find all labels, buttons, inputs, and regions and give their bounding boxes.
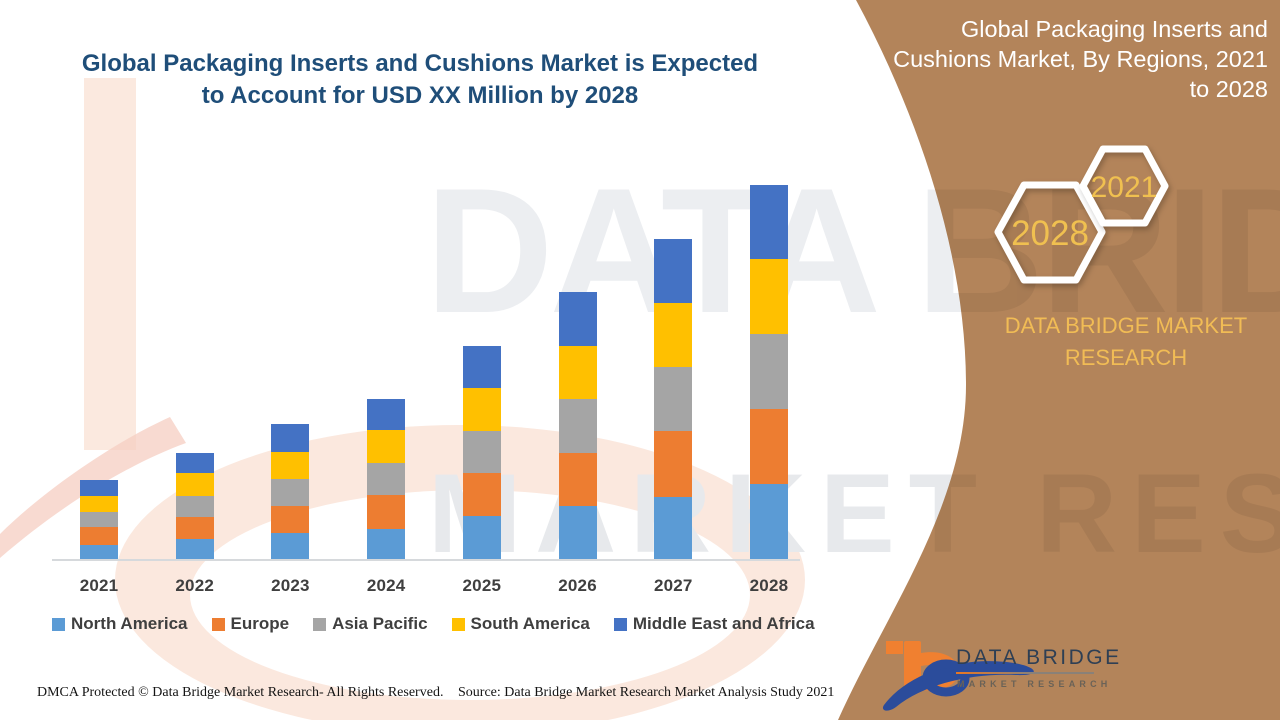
x-axis-label-2023: 2023 [271, 576, 310, 595]
bar-segment-middle-east-and-africa [558, 292, 597, 346]
bar-segment-asia-pacific [271, 479, 310, 506]
legend-swatch [451, 617, 465, 631]
x-axis-label-2027: 2027 [653, 576, 693, 595]
bar-segment-europe [175, 516, 214, 539]
bar-segment-asia-pacific [462, 431, 501, 473]
bar-segment-south-america [367, 429, 406, 463]
legend-label: Asia Pacific [332, 614, 428, 633]
bar-segment-south-america [462, 388, 501, 431]
legend-item-south-america: South America [451, 614, 590, 634]
bar-segment-middle-east-and-africa [367, 398, 406, 430]
bar-segment-europe [80, 526, 118, 545]
bar-segment-south-america [654, 302, 693, 367]
bar-segment-middle-east-and-africa [749, 185, 788, 259]
legend-swatch [313, 617, 327, 631]
bar-segment-europe [271, 506, 310, 533]
logo-tagline: MARKET RESEARCH [957, 679, 1112, 689]
x-axis-label-2025: 2025 [462, 576, 502, 595]
stacked-bar-chart [52, 170, 812, 560]
bar-2025 [462, 346, 501, 560]
bar-2028 [749, 185, 788, 560]
bar-segment-north-america [367, 528, 406, 560]
x-axis-label-2028: 2028 [749, 576, 789, 595]
x-axis-label-2024: 2024 [366, 576, 406, 595]
x-axis-label-2026: 2026 [558, 576, 597, 595]
bar-segment-north-america [175, 538, 214, 560]
page-title: Global Packaging Inserts and Cushions Ma… [81, 50, 759, 109]
bar-segment-asia-pacific [749, 334, 788, 409]
bar-segment-north-america [558, 506, 597, 560]
bar-segment-middle-east-and-africa [175, 452, 214, 473]
bar-segment-north-america [271, 533, 310, 560]
bar-2021 [80, 479, 118, 560]
logo-name: DATA BRIDGE [956, 646, 1122, 669]
bar-segment-south-america [749, 259, 788, 334]
bar-segment-middle-east-and-africa [462, 346, 501, 388]
bar-segment-south-america [175, 472, 214, 496]
bar-segment-europe [558, 453, 597, 506]
bar-segment-north-america [80, 544, 118, 560]
bar-segment-south-america [271, 452, 310, 479]
bar-segment-asia-pacific [654, 366, 693, 431]
bar-2022 [175, 452, 214, 560]
bar-segment-middle-east-and-africa [271, 424, 310, 452]
side-panel [838, 0, 1280, 720]
brand-text: DATA BRIDGE MARKET RESEARCH [1004, 313, 1248, 370]
bar-segment-middle-east-and-africa [654, 238, 693, 303]
bar-segment-north-america [462, 516, 501, 560]
legend-label: Middle East and Africa [632, 614, 815, 633]
bar-segment-europe [367, 494, 406, 529]
legend-label: South America [470, 614, 590, 633]
bar-segment-north-america [749, 484, 788, 560]
hexagon-2021 [1079, 145, 1169, 227]
bar-segment-asia-pacific [367, 462, 406, 495]
bar-segment-asia-pacific [558, 399, 597, 453]
panel-heading: Global Packaging Inserts and Cushions Ma… [893, 16, 1268, 102]
bar-segment-europe [654, 430, 693, 497]
legend-item-asia-pacific: Asia Pacific [313, 614, 428, 634]
hexagon-2021-label: 2021 [1091, 171, 1158, 204]
bar-segment-middle-east-and-africa [80, 479, 118, 496]
hexagon-2028 [994, 181, 1106, 284]
legend-swatch [52, 617, 65, 631]
x-axis-line [52, 559, 800, 561]
x-axis-label-2022: 2022 [175, 576, 215, 595]
x-axis-labels: 2021 2022 2023 2024 2025 2026 2027 2028 [52, 576, 812, 598]
bar-segment-europe [462, 473, 501, 516]
bar-segment-south-america [80, 495, 118, 512]
bar-segment-asia-pacific [80, 511, 118, 527]
chart-legend: North America Europe Asia Pacific South Ame… [52, 614, 842, 634]
legend-swatch [211, 617, 225, 631]
bar-segment-south-america [558, 346, 597, 399]
bar-segment-asia-pacific [175, 495, 214, 517]
hexagon-2028-label: 2028 [1011, 214, 1089, 253]
legend-item-europe: Europe [211, 614, 290, 634]
bar-segment-north-america [654, 496, 693, 560]
x-axis-label-2021: 2021 [79, 576, 119, 595]
legend-label: Europe [230, 614, 290, 633]
footer-source: Source: Data Bridge Market Research Mark… [458, 685, 835, 700]
legend-item-north-america: North America [52, 614, 188, 634]
legend-item-middle-east-and-africa: Middle East and Africa [613, 614, 815, 634]
footer-dmca: DMCA Protected © Data Bridge Market Rese… [37, 685, 444, 700]
bar-segment-europe [749, 409, 788, 484]
bar-2026 [558, 292, 597, 560]
legend-label: North America [71, 614, 188, 633]
bar-2024 [367, 398, 406, 560]
bar-2027 [654, 238, 693, 560]
logo-underline [956, 672, 1094, 674]
legend-swatch [613, 617, 627, 631]
bar-2023 [271, 424, 310, 560]
